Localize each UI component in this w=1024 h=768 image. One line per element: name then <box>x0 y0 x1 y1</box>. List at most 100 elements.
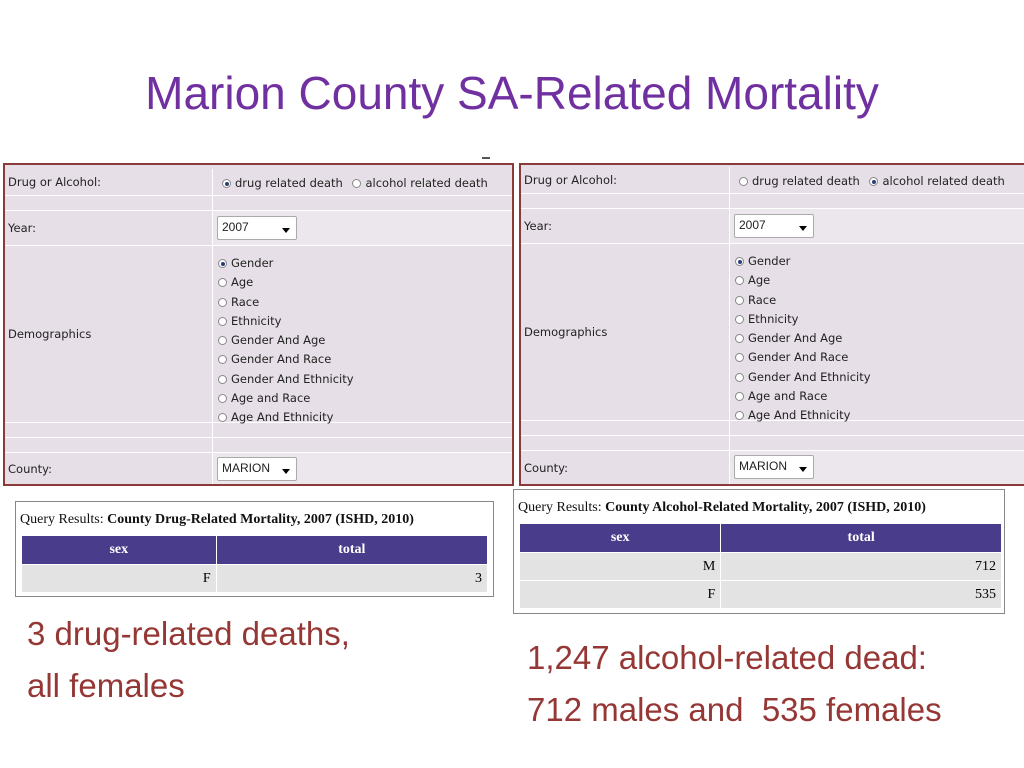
demographic-option[interactable]: Ethnicity <box>218 312 354 331</box>
results-caption: Query Results: County Alcohol-Related Mo… <box>518 500 926 515</box>
year-select[interactable]: 2007 <box>734 214 814 238</box>
radio-selected-icon[interactable] <box>735 257 744 266</box>
radio-unselected-icon[interactable] <box>218 394 227 404</box>
county-select[interactable]: MARION <box>217 457 297 481</box>
demographic-option[interactable]: Gender And Race <box>218 350 354 369</box>
demographic-option[interactable]: Age <box>218 273 354 292</box>
demographics-label: Demographics <box>8 327 92 341</box>
radio-unselected-icon[interactable] <box>735 334 744 344</box>
alcohol-summary-note: 1,247 alcohol-related dead: 712 males an… <box>527 639 942 728</box>
demographic-option[interactable]: Age and Race <box>218 389 354 408</box>
radio-unselected-icon[interactable] <box>218 374 227 384</box>
drug-related-radio[interactable]: drug related death <box>739 174 860 188</box>
county-label: County: <box>8 461 52 476</box>
cell-sex: F <box>518 580 722 609</box>
cell-total: 3 <box>215 564 489 593</box>
radio-unselected-icon[interactable] <box>735 353 744 363</box>
radio-selected-icon[interactable] <box>222 179 231 188</box>
table-row: M 712 <box>518 552 1002 581</box>
drug-alcohol-label: Drug or Alcohol: <box>8 175 102 189</box>
alcohol-related-radio[interactable]: alcohol related death <box>869 174 1005 188</box>
radio-unselected-icon[interactable] <box>218 278 227 288</box>
county-row: County: MARION <box>5 453 512 484</box>
dropdown-arrow-icon <box>282 469 290 474</box>
demographic-option[interactable]: Ethnicity <box>735 310 871 329</box>
dropdown-arrow-icon <box>282 228 290 233</box>
demographic-option[interactable]: Race <box>735 291 871 310</box>
demographic-option[interactable]: Gender <box>218 254 354 273</box>
results-table: sex total M 712 F 535 <box>518 523 1002 609</box>
query-form-alcohol: Drug or Alcohol: drug related death alco… <box>519 163 1024 486</box>
cell-total: 712 <box>720 552 1002 581</box>
radio-unselected-icon[interactable] <box>735 392 744 402</box>
cell-sex: F <box>21 564 217 593</box>
slide-title: Marion County SA-Related Mortality <box>145 67 879 119</box>
radio-unselected-icon[interactable] <box>739 177 748 186</box>
results-panel-drug: Query Results: County Drug-Related Morta… <box>15 501 494 597</box>
column-header-sex: sex <box>21 535 217 565</box>
radio-selected-icon[interactable] <box>869 177 879 186</box>
dropdown-arrow-icon <box>799 226 807 231</box>
demographics-row: Demographics Gender Age Race Ethnicity Gende… <box>5 246 512 424</box>
radio-unselected-icon[interactable] <box>735 295 744 305</box>
demographics-label: Demographics <box>524 325 608 339</box>
column-header-sex: sex <box>518 523 722 553</box>
year-row: Year: 2007 <box>5 211 512 246</box>
spacer-row <box>521 194 1024 209</box>
radio-unselected-icon[interactable] <box>735 411 744 421</box>
radio-unselected-icon[interactable] <box>218 336 227 346</box>
decorative-mark <box>482 157 490 159</box>
demographic-option[interactable]: Gender And Age <box>735 329 871 348</box>
column-header-total: total <box>215 535 489 565</box>
radio-unselected-icon[interactable] <box>218 297 227 307</box>
column-header-total: total <box>720 523 1002 553</box>
demographic-option[interactable]: Age And Ethnicity <box>218 408 354 427</box>
demographic-option[interactable]: Age <box>735 271 871 290</box>
drug-alcohol-label: Drug or Alcohol: <box>524 173 618 187</box>
demographics-options: Gender Age Race Ethnicity Gender And Age Gend… <box>218 254 354 428</box>
demographic-option[interactable]: Gender And Race <box>735 348 871 367</box>
radio-unselected-icon[interactable] <box>735 372 744 382</box>
radio-unselected-icon[interactable] <box>218 316 227 326</box>
drug-alcohol-row: Drug or Alcohol: drug related death alco… <box>5 169 512 196</box>
spacer-row <box>521 436 1024 451</box>
radio-selected-icon[interactable] <box>218 259 227 268</box>
year-select[interactable]: 2007 <box>217 216 297 240</box>
demographic-option[interactable]: Age and Race <box>735 387 871 406</box>
drug-related-radio[interactable]: drug related death <box>222 176 343 190</box>
table-row: F 535 <box>518 580 1002 609</box>
radio-unselected-icon[interactable] <box>735 314 744 324</box>
spacer-row <box>5 438 512 453</box>
demographic-option[interactable]: Age And Ethnicity <box>735 406 871 425</box>
county-select[interactable]: MARION <box>734 455 814 479</box>
results-caption: Query Results: County Drug-Related Morta… <box>20 512 414 527</box>
radio-unselected-icon[interactable] <box>735 276 744 286</box>
results-panel-alcohol: Query Results: County Alcohol-Related Mo… <box>513 489 1005 614</box>
drug-summary-note: 3 drug-related deaths, all females <box>27 615 350 704</box>
demographic-option[interactable]: Gender And Ethnicity <box>218 370 354 389</box>
demographic-option[interactable]: Gender <box>735 252 871 271</box>
demographics-options: Gender Age Race Ethnicity Gender And Age Gend… <box>735 252 871 426</box>
cell-total: 535 <box>720 580 1002 609</box>
dropdown-arrow-icon <box>799 467 807 472</box>
demographic-option[interactable]: Gender And Age <box>218 331 354 350</box>
spacer-row <box>5 196 512 211</box>
demographic-option[interactable]: Gender And Ethnicity <box>735 368 871 387</box>
cell-sex: M <box>518 552 722 581</box>
year-label: Year: <box>8 221 37 235</box>
radio-unselected-icon[interactable] <box>352 179 362 188</box>
radio-unselected-icon[interactable] <box>218 355 227 365</box>
county-label: County: <box>524 460 568 475</box>
spacer-row <box>5 423 512 438</box>
spacer-row <box>521 421 1024 436</box>
alcohol-related-radio[interactable]: alcohol related death <box>352 176 488 190</box>
year-label: Year: <box>524 219 553 233</box>
county-row: County: MARION <box>521 451 1024 484</box>
demographics-row: Demographics Gender Age Race Ethnicity Gende… <box>521 244 1024 422</box>
drug-alcohol-row: Drug or Alcohol: drug related death alco… <box>521 167 1024 194</box>
query-form-drug: Drug or Alcohol: drug related death alco… <box>3 163 514 486</box>
radio-unselected-icon[interactable] <box>218 413 227 423</box>
demographic-option[interactable]: Race <box>218 293 354 312</box>
